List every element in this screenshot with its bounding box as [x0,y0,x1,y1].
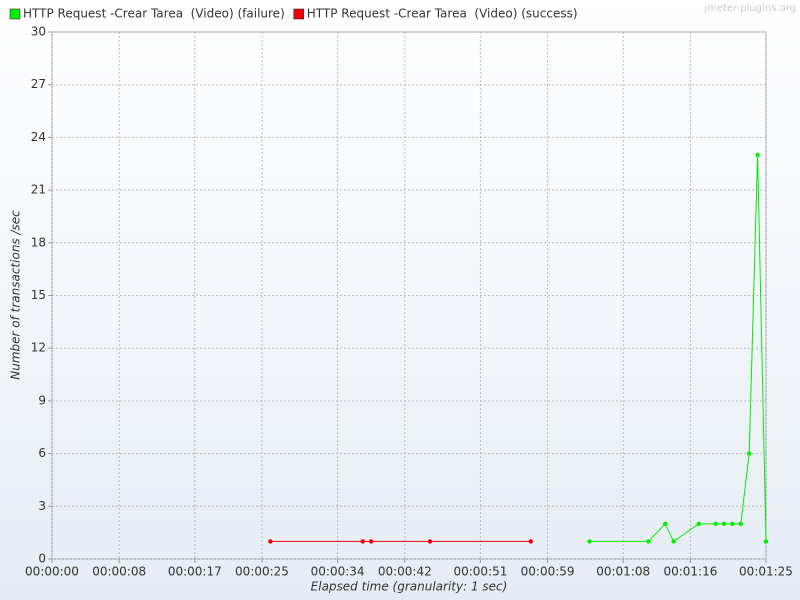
x-tick-label: 00:00:51 [453,565,507,579]
data-point [730,521,735,527]
legend-label: HTTP Request -Crear Tarea (Video) (failu… [23,7,285,21]
x-tick-label: 00:01:16 [663,565,717,579]
x-tick-label: 00:00:00 [25,565,79,579]
legend-swatch [9,8,21,20]
data-point [755,152,760,158]
series-line [589,154,767,543]
y-tick-label: 12 [31,341,46,355]
data-point [713,521,718,527]
data-point [663,521,668,527]
data-point [646,539,651,544]
y-tick-label: 0 [38,552,46,566]
x-tick-label: 00:00:25 [235,565,289,579]
y-tick-label: 15 [31,288,46,302]
data-point [738,521,743,527]
watermark: jmeter-plugins.org [703,3,796,14]
data-point [427,539,433,544]
data-point [721,521,727,527]
data-point [747,451,752,456]
y-tick-label: 9 [38,393,46,407]
y-tick-label: 30 [31,25,46,39]
legend-label: HTTP Request -Crear Tarea (Video) (succe… [307,7,578,21]
data-point [696,521,701,527]
x-axis-label: Elapsed time (granularity: 1 sec) [311,580,508,594]
legend-swatch [293,8,305,20]
y-tick-label: 6 [38,446,46,460]
data-point [528,539,533,544]
y-axis-label: Number of transactions /sec [9,210,23,380]
x-tick-label: 00:00:08 [92,565,146,579]
y-tick-label: 3 [38,499,46,513]
x-tick-label: 00:00:59 [521,565,575,579]
y-tick-label: 27 [31,77,46,91]
data-point [763,539,769,544]
data-point [360,539,365,544]
x-tick-label: 00:00:34 [311,565,365,579]
data-point [671,539,676,544]
y-tick-label: 24 [31,130,46,144]
data-point [587,539,592,544]
data-point [268,539,273,544]
y-tick-label: 18 [31,235,46,249]
x-tick-label: 00:01:25 [739,565,793,579]
data-point [369,539,374,544]
x-tick-label: 00:00:17 [168,565,222,579]
x-tick-label: 00:00:42 [378,565,432,579]
x-tick-label: 00:01:08 [596,565,650,579]
y-tick-label: 21 [31,183,46,197]
